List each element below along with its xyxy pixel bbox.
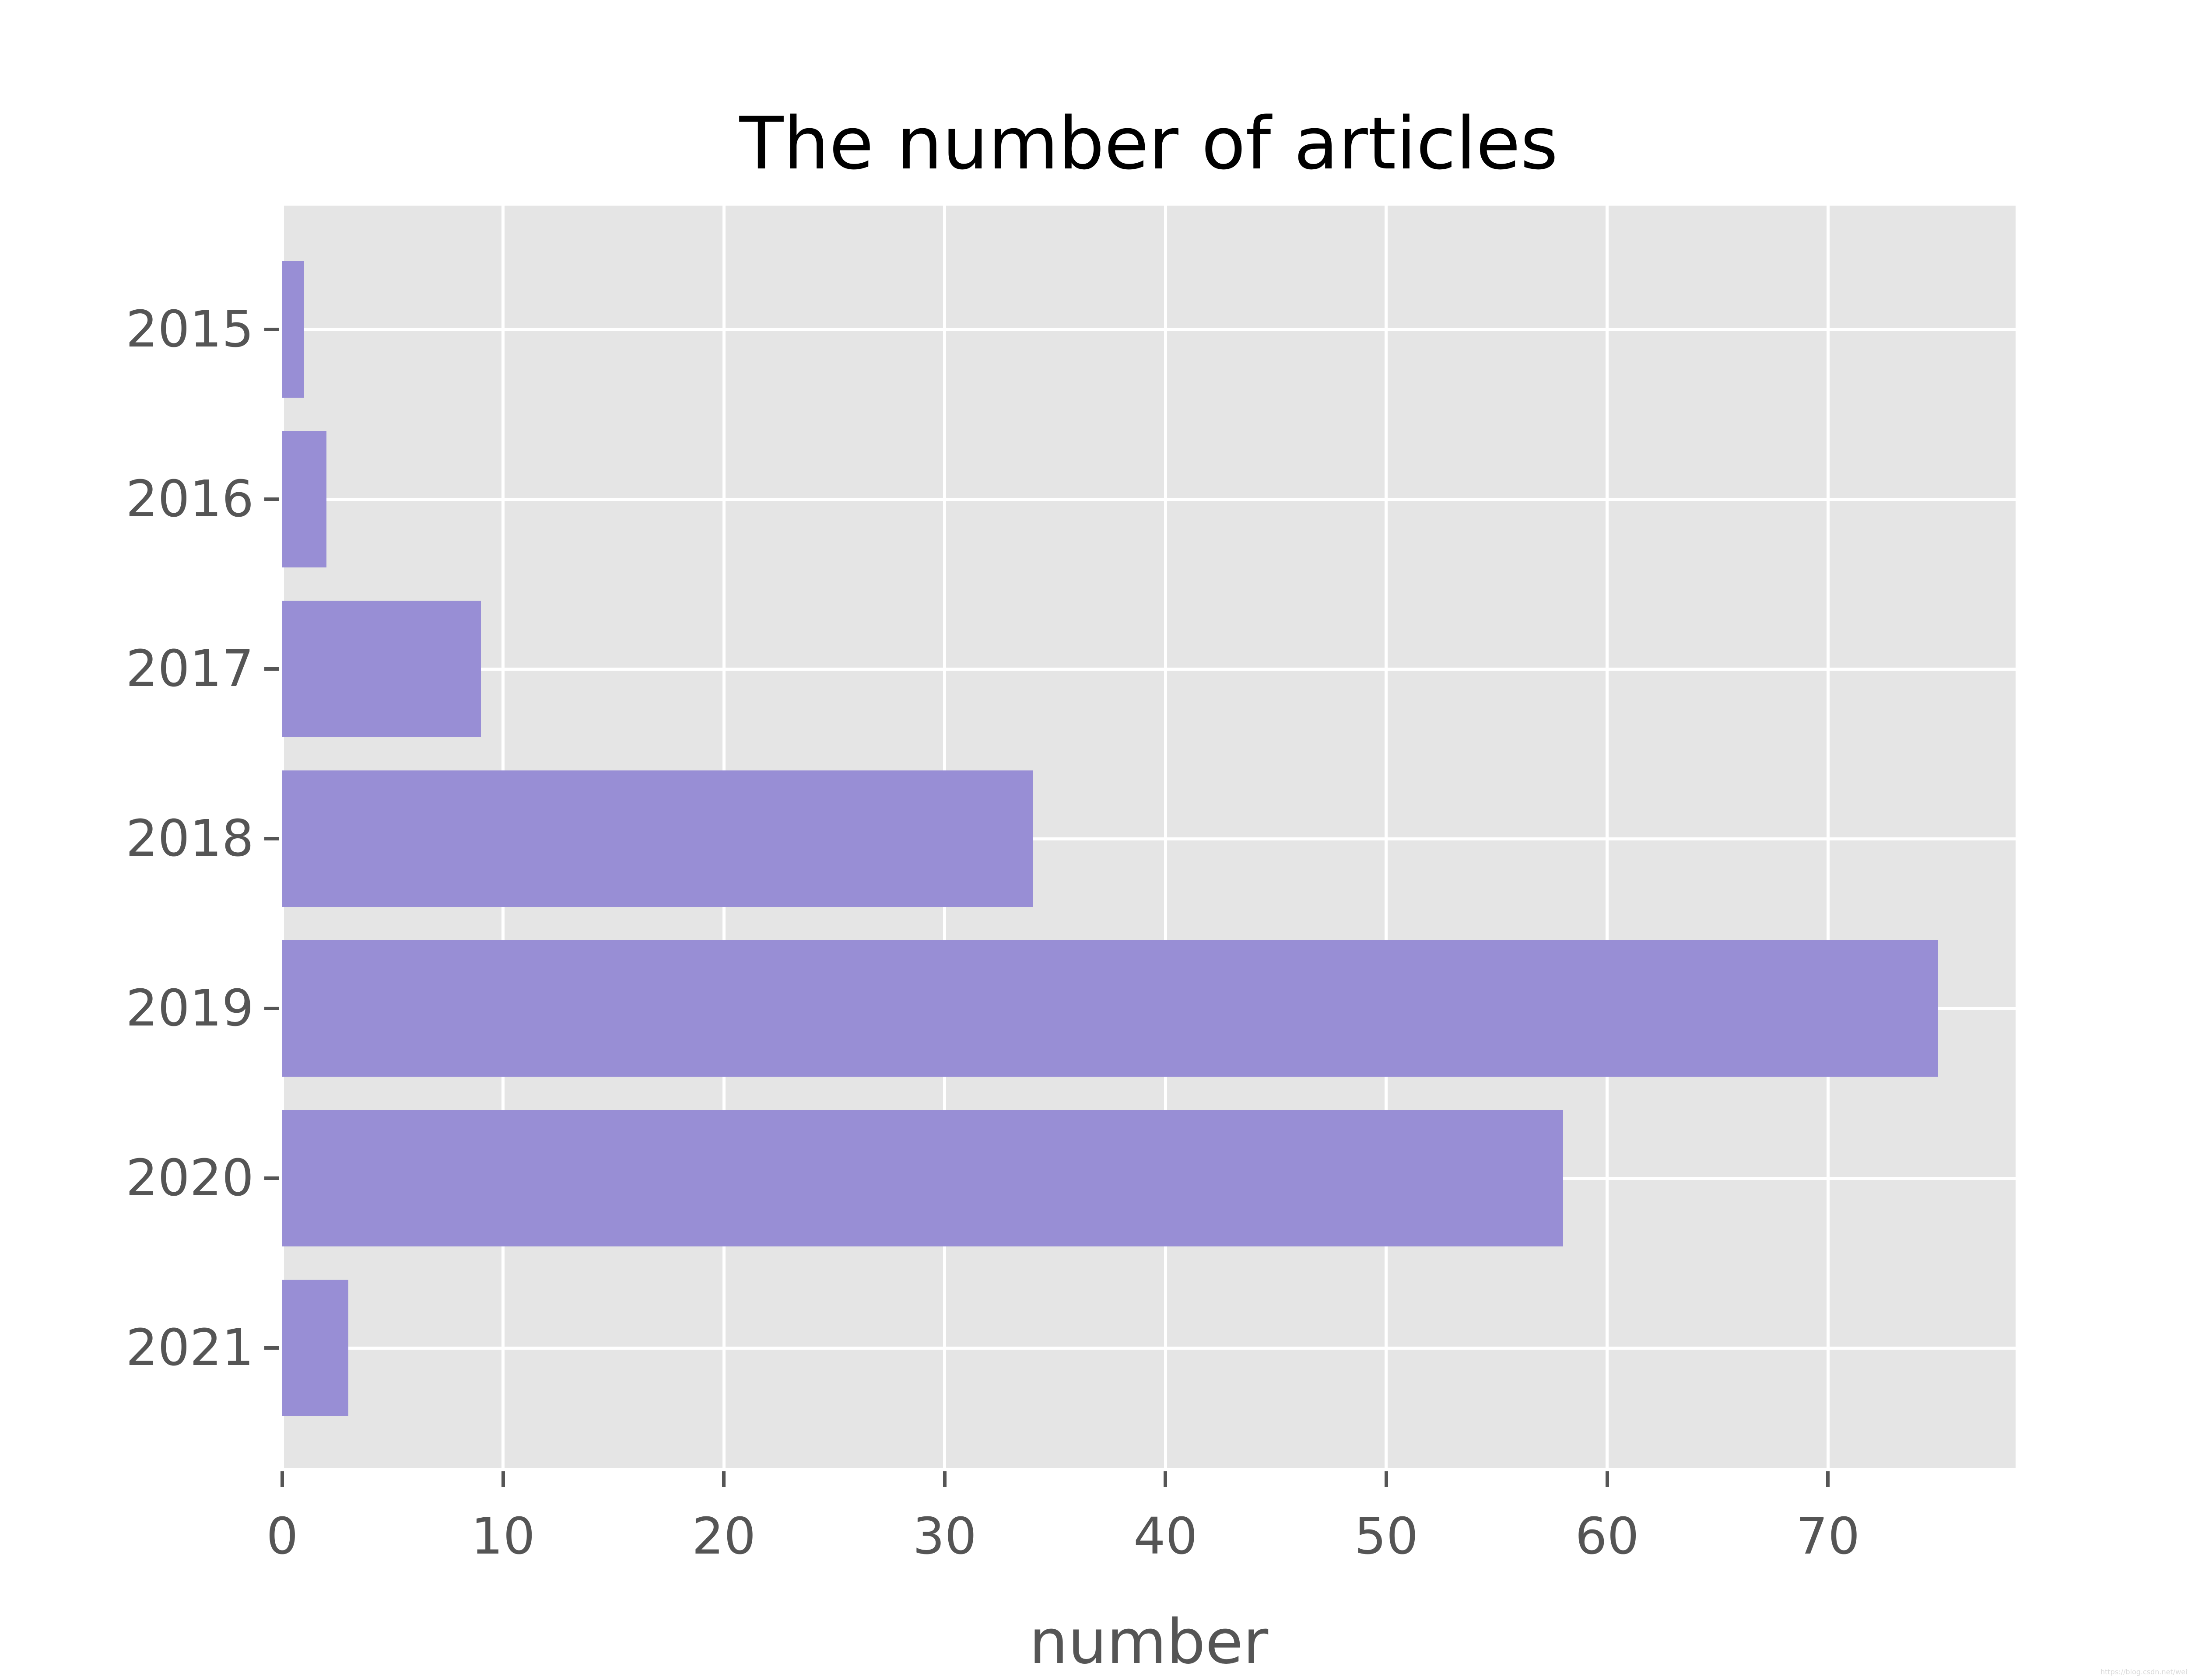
xtick-label-10: 10 bbox=[471, 1507, 535, 1566]
xtick-label-0: 0 bbox=[266, 1507, 298, 1566]
gridline-y-2016 bbox=[282, 497, 2016, 501]
gridline-y-2015 bbox=[282, 328, 2016, 331]
ytick-mark-2021 bbox=[264, 1346, 279, 1350]
plot-area bbox=[282, 206, 2016, 1468]
ytick-mark-2019 bbox=[264, 1007, 279, 1010]
xtick-mark-10 bbox=[501, 1471, 505, 1487]
bar-2019 bbox=[282, 940, 1939, 1077]
bar-2017 bbox=[282, 601, 481, 737]
xtick-mark-0 bbox=[281, 1471, 284, 1487]
gridline-y-2018 bbox=[282, 837, 2016, 840]
watermark: https://blog.csdn.net/weixin_43095466 bbox=[2100, 1668, 2188, 1676]
x-axis-label: number bbox=[1029, 1606, 1269, 1678]
gridline-x-70 bbox=[1826, 206, 1830, 1468]
xtick-label-20: 20 bbox=[692, 1507, 756, 1566]
ytick-label-2018: 2018 bbox=[126, 809, 254, 868]
xtick-mark-20 bbox=[722, 1471, 726, 1487]
bar-2018 bbox=[282, 770, 1033, 907]
ytick-label-2017: 2017 bbox=[126, 640, 254, 698]
ytick-label-2021: 2021 bbox=[126, 1319, 254, 1377]
xtick-mark-30 bbox=[943, 1471, 947, 1487]
ytick-mark-2017 bbox=[264, 667, 279, 671]
ytick-label-2015: 2015 bbox=[126, 300, 254, 359]
chart-title: The number of articles bbox=[739, 102, 1558, 186]
xtick-label-60: 60 bbox=[1575, 1507, 1639, 1566]
xtick-mark-60 bbox=[1605, 1471, 1609, 1487]
ytick-label-2016: 2016 bbox=[126, 470, 254, 528]
ytick-mark-2020 bbox=[264, 1176, 279, 1180]
xtick-label-50: 50 bbox=[1354, 1507, 1419, 1566]
gridline-x-40 bbox=[1164, 206, 1167, 1468]
bar-2016 bbox=[282, 431, 326, 567]
gridline-x-50 bbox=[1385, 206, 1388, 1468]
xtick-label-30: 30 bbox=[912, 1507, 977, 1566]
gridline-y-2021 bbox=[282, 1346, 2016, 1350]
ytick-mark-2015 bbox=[264, 328, 279, 331]
bar-2015 bbox=[282, 261, 305, 398]
ytick-mark-2016 bbox=[264, 497, 279, 501]
xtick-mark-50 bbox=[1384, 1471, 1388, 1487]
xtick-mark-70 bbox=[1826, 1471, 1830, 1487]
xtick-label-40: 40 bbox=[1133, 1507, 1198, 1566]
xtick-label-70: 70 bbox=[1795, 1507, 1860, 1566]
gridline-x-60 bbox=[1606, 206, 1609, 1468]
ytick-label-2020: 2020 bbox=[126, 1149, 254, 1208]
ytick-mark-2018 bbox=[264, 837, 279, 840]
bar-2020 bbox=[282, 1110, 1563, 1246]
xtick-mark-40 bbox=[1164, 1471, 1168, 1487]
bar-2021 bbox=[282, 1280, 349, 1416]
gridline-y-2017 bbox=[282, 667, 2016, 671]
ytick-label-2019: 2019 bbox=[126, 979, 254, 1038]
